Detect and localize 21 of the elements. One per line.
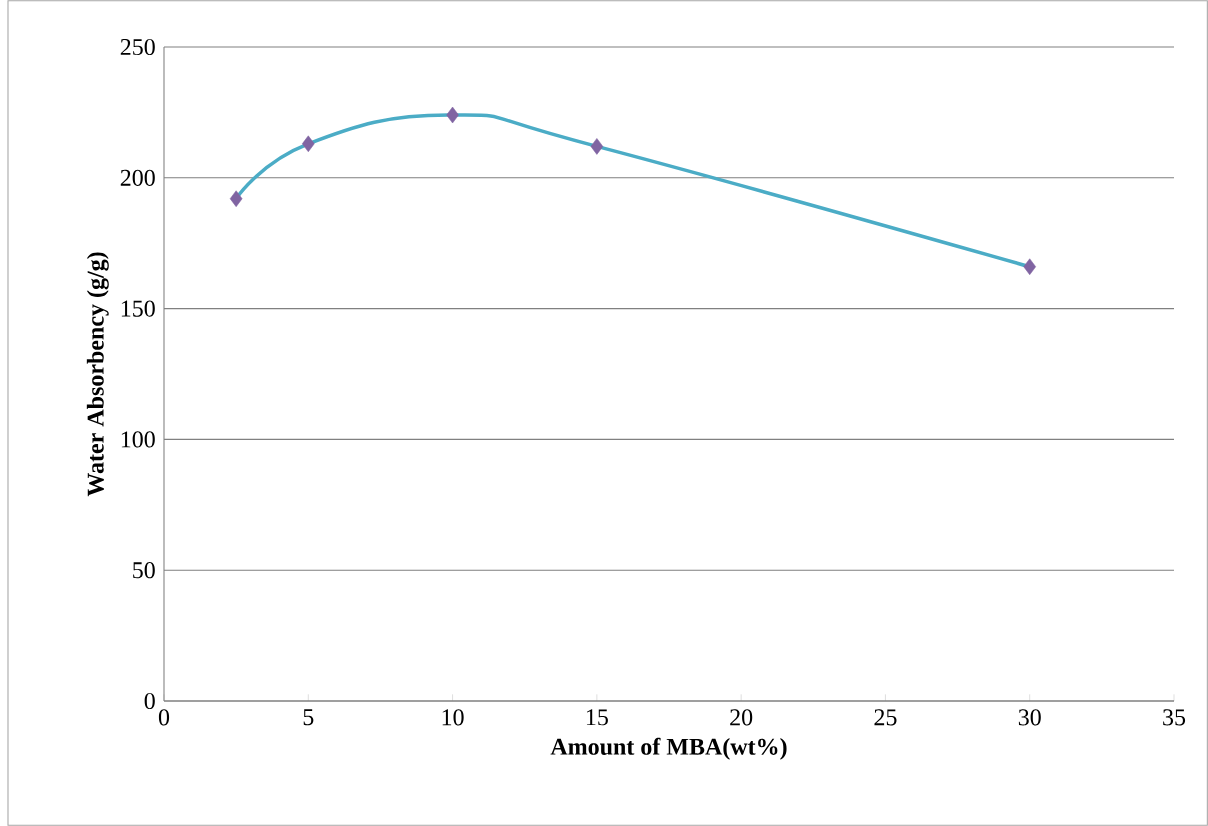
y-tick-label: 200 xyxy=(120,169,155,186)
point xyxy=(229,190,243,207)
y-tick-label: 150 xyxy=(121,300,155,317)
y-tick-label: 50 xyxy=(133,562,155,579)
x-tick-label: 5 xyxy=(303,709,314,726)
x-tick-label: 15 xyxy=(586,709,608,726)
point xyxy=(446,106,459,124)
y-axis-title: Water Absorbency (g/g) xyxy=(86,252,109,497)
point xyxy=(302,135,315,153)
x-axis-title: Amount of MBA(wt%) xyxy=(550,737,787,760)
x-tick-label: 20 xyxy=(730,709,753,726)
y-tick-label: 0 xyxy=(144,692,155,710)
point xyxy=(1023,258,1036,276)
x-tick-label: 0 xyxy=(158,709,170,726)
y-tick-label: 250 xyxy=(120,38,155,56)
x-tick-label: 35 xyxy=(1163,709,1186,726)
x-tick-label: 25 xyxy=(874,709,897,726)
x-tick-label: 10 xyxy=(442,709,464,726)
point xyxy=(590,138,604,155)
x-tick-label: 30 xyxy=(1018,709,1041,726)
y-tick-label: 100 xyxy=(121,431,155,448)
